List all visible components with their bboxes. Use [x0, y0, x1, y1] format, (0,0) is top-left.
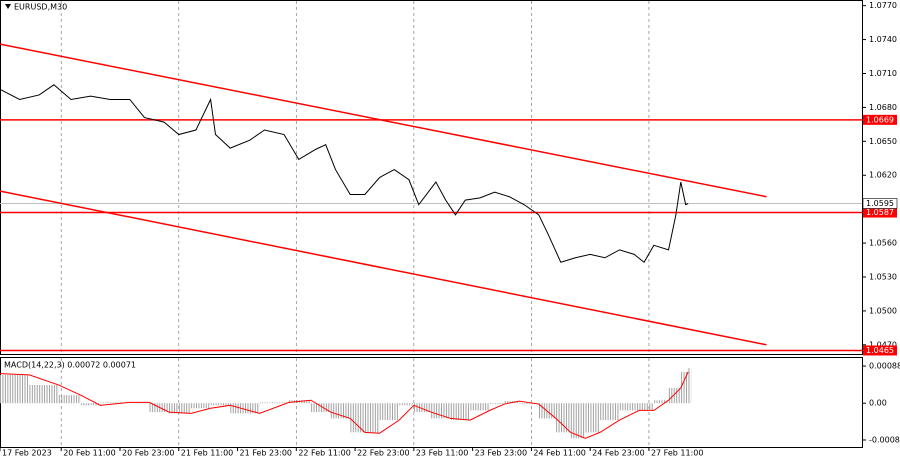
x-tick-label: 24 Feb 23:00 [592, 449, 644, 458]
y-tick-label: 0.00088 [869, 362, 900, 371]
level-label-box [863, 207, 897, 218]
x-tick-label: 23 Feb 23:00 [475, 449, 527, 458]
macd-bar [29, 385, 59, 404]
macd-bar [100, 402, 130, 404]
y-tick-label: 1.0740 [869, 35, 897, 44]
main-frame [0, 0, 863, 355]
macd-bar [489, 403, 505, 405]
price-line [0, 84, 689, 264]
macd-bar [58, 395, 81, 404]
macd-bar [379, 403, 400, 421]
x-tick-label: 23 Feb 11:00 [416, 449, 468, 458]
y-tick-label: 1.0530 [869, 272, 897, 281]
level-label-box [863, 345, 897, 356]
macd-bar [555, 403, 571, 433]
x-tick-label: 22 Feb 23:00 [357, 449, 409, 458]
signal-line [0, 371, 689, 439]
macd-bar [653, 400, 669, 404]
y-tick-label: 1.0770 [869, 1, 897, 10]
macd-bar [230, 403, 260, 414]
macd-bar [350, 403, 365, 433]
trend-line [0, 190, 767, 346]
macd-bar [311, 403, 331, 413]
macd-bar [330, 403, 351, 419]
x-tick-label: 21 Feb 23:00 [240, 449, 292, 458]
macd-bar [431, 403, 451, 419]
macd-bar [585, 403, 600, 433]
x-tick-label: 20 Feb 23:00 [122, 449, 174, 458]
y-tick-label: 1.0650 [869, 137, 897, 146]
macd-bar [680, 371, 689, 404]
y-tick-label: 1.0560 [869, 239, 897, 248]
price-panel [0, 43, 862, 352]
current-price-box [862, 198, 898, 209]
y-tick-label: 1.0500 [869, 306, 897, 315]
chart-title: EURUSD,M30 [14, 3, 67, 12]
y-tick-label: 1.0470 [869, 340, 897, 349]
macd-panel [0, 368, 692, 439]
macd-bar [191, 403, 211, 409]
macd-bar [413, 403, 431, 413]
macd-bar [639, 403, 654, 411]
y-tick-label: 1.0680 [869, 103, 897, 112]
x-tick-label: 27 Feb 11:00 [651, 449, 703, 458]
y-tick-label: 1.0620 [869, 171, 897, 180]
symbol-marker[interactable] [5, 4, 11, 9]
macd-bar [470, 403, 490, 411]
level-label: 1.0465 [866, 346, 894, 355]
macd-bar [619, 403, 640, 411]
macd-bar [450, 403, 471, 421]
grid [60, 1, 650, 447]
macd-bar [668, 388, 681, 404]
macd-bar [364, 403, 380, 434]
level-label: 1.0669 [866, 115, 894, 124]
macd-bar [519, 403, 539, 405]
x-tick-label: 20 Feb 11:00 [63, 449, 115, 458]
level-label: 1.0587 [866, 208, 894, 217]
macd-bar [210, 403, 231, 406]
macd-bar [80, 403, 101, 406]
y-tick-label: -0.00087 [869, 435, 900, 444]
macd-bar [259, 402, 289, 404]
x-tick-label: 21 Feb 11:00 [181, 449, 233, 458]
macd-bar [168, 403, 192, 414]
macd-bar [0, 374, 30, 404]
x-tick-label: 24 Feb 11:00 [533, 449, 585, 458]
y-tick-label: 1.0710 [869, 69, 897, 78]
macd-bar [570, 403, 586, 439]
macd-bar [599, 403, 620, 421]
macd-bar [399, 403, 414, 406]
x-tick-label: 17 Feb 2023 [2, 449, 52, 458]
y-tick-label: 0.00 [869, 399, 887, 408]
level-label-box [863, 114, 897, 125]
x-tick-label: 22 Feb 11:00 [298, 449, 350, 458]
macd-bar [688, 368, 692, 404]
current-price-label: 1.0595 [866, 199, 894, 208]
macd-title: MACD(14,22,3) 0.00072 0.00071 [4, 361, 136, 370]
